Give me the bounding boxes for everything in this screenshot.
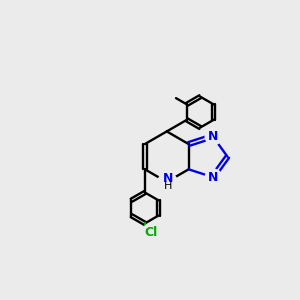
Text: H: H bbox=[164, 181, 172, 191]
Text: N: N bbox=[163, 172, 173, 184]
Text: N: N bbox=[208, 171, 218, 184]
Text: N: N bbox=[208, 130, 218, 143]
Text: Cl: Cl bbox=[145, 226, 158, 239]
